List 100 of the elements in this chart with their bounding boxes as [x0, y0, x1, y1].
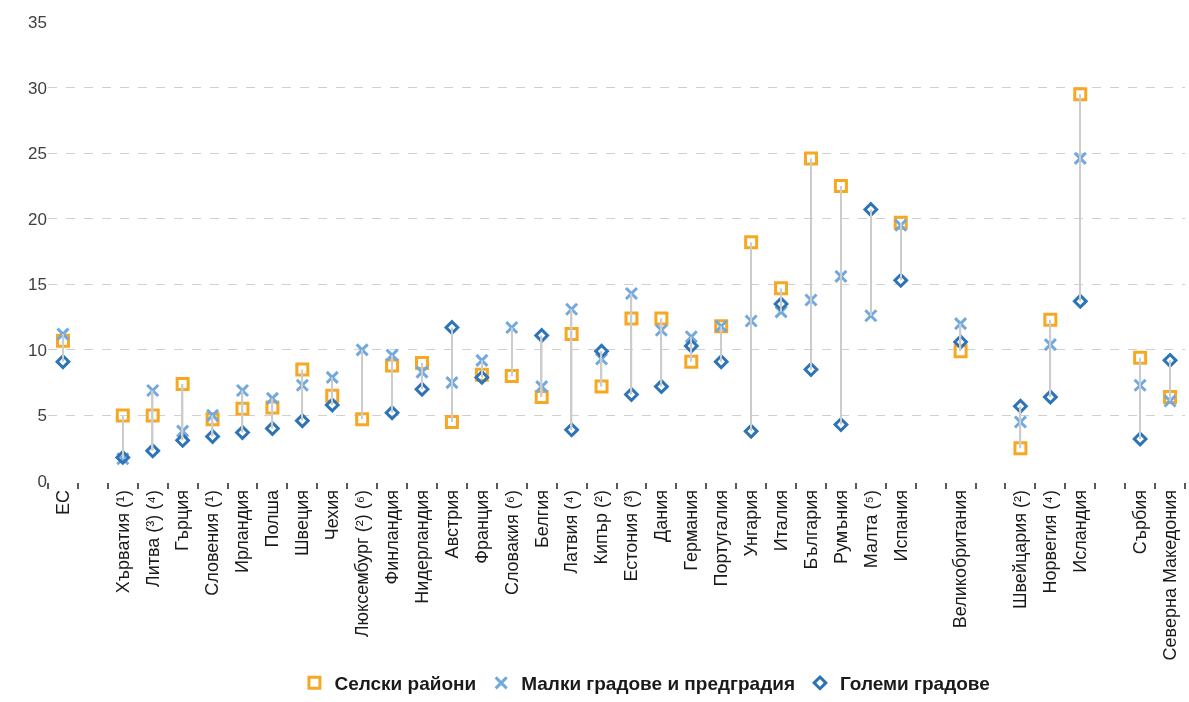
point: [55, 327, 70, 342]
x-tick-label: Норвегия (⁴): [1040, 489, 1061, 594]
x-tick-label: Северна Македония: [1159, 489, 1180, 661]
legend-label: Големи градове: [839, 673, 990, 695]
bar: [421, 362, 423, 390]
x-tick-label: Швеция: [292, 489, 313, 556]
x-tick-label: Кипър (²): [591, 489, 612, 565]
x-tick-label: ЕС: [52, 489, 73, 515]
y-tick-label: 0: [37, 471, 47, 491]
point: [594, 379, 609, 394]
point: [893, 273, 909, 288]
x-tick-label: Швейцария (²): [1010, 489, 1031, 609]
point: [594, 343, 609, 359]
point: [833, 178, 848, 193]
x-tick-label: Сърбия: [1129, 489, 1150, 555]
point: [684, 329, 699, 344]
x-tick-label: Италия: [770, 489, 791, 552]
point: [654, 311, 669, 326]
point: [414, 381, 430, 397]
bar: [900, 222, 902, 281]
bar: [870, 209, 872, 316]
y-tick-label: 35: [28, 12, 47, 32]
point: [504, 369, 519, 384]
x-tick-label: Португалия: [711, 489, 732, 587]
y-tick-label: 10: [28, 340, 47, 360]
point: [1163, 394, 1178, 408]
point: [624, 311, 639, 326]
point: [774, 281, 789, 296]
bar: [1139, 357, 1141, 440]
bar: [481, 360, 483, 378]
point: [953, 316, 968, 331]
point: [1013, 441, 1028, 456]
x-tick-label: Белгия: [531, 489, 552, 549]
point: [295, 362, 310, 377]
point: [803, 362, 819, 377]
point: [684, 354, 699, 369]
bar: [301, 369, 304, 421]
x-tick-label: Румъния: [830, 489, 851, 565]
x-tick-label: Естония (³): [621, 489, 642, 582]
point: [1162, 353, 1178, 368]
point: [863, 202, 879, 217]
x-tick-label: Латвия (⁴): [561, 489, 582, 574]
bar: [511, 327, 513, 377]
point: [1072, 293, 1088, 309]
point: [504, 320, 519, 335]
point: [803, 151, 818, 166]
point: [235, 401, 250, 416]
point: [1043, 312, 1058, 327]
y-tick-label: 15: [28, 275, 47, 295]
point: [743, 423, 759, 439]
x-tick-label: Малта (⁵): [860, 489, 881, 569]
x-tick-label: Великобритания: [950, 489, 971, 629]
x-tick-label: Исландия: [1070, 489, 1091, 573]
x-tick-label: Финландия: [381, 489, 402, 585]
point: [235, 383, 250, 398]
legend-label: Малки градове и предградия: [521, 673, 795, 695]
point: [175, 376, 190, 391]
point: [205, 429, 220, 444]
point: [294, 413, 310, 429]
point: [534, 328, 550, 343]
point: [55, 354, 71, 370]
y-tick-label: 5: [37, 406, 47, 426]
point: [744, 235, 759, 250]
point: [355, 412, 370, 427]
y-tick-label: 30: [28, 78, 47, 98]
point: [265, 421, 280, 436]
point: [355, 342, 370, 357]
bar: [331, 377, 333, 405]
x-tick-label: Австрия: [441, 489, 462, 559]
point: [833, 417, 849, 432]
x-tick-label: Франция: [471, 489, 492, 564]
x-tick-label: Литва (³) (⁴): [142, 489, 163, 588]
x-tick-label: България: [800, 489, 821, 570]
point: [773, 296, 789, 312]
x-tick-label: Словакия (⁶): [501, 489, 522, 596]
bar: [1169, 360, 1171, 401]
point: [1043, 389, 1058, 405]
bar: [1049, 319, 1052, 398]
point: [713, 354, 729, 370]
x-tick-label: Словения (¹): [202, 489, 223, 596]
point: [654, 379, 669, 394]
point: [145, 443, 161, 459]
bar: [690, 336, 693, 362]
point: [564, 422, 579, 438]
bar: [391, 355, 393, 413]
point: [1133, 350, 1148, 365]
point: [145, 383, 160, 398]
y-tick-label: 25: [28, 144, 47, 164]
x-tick-label: Люксембург (²) (⁶): [352, 489, 373, 638]
bar: [62, 334, 64, 362]
point: [1073, 87, 1088, 102]
x-tick-label: Чехия: [322, 489, 343, 541]
x-tick-label: Германия: [681, 489, 702, 571]
x-tick-label: Дания: [651, 489, 672, 542]
x-tick-label: Нидерландия: [411, 489, 432, 604]
point: [324, 397, 340, 413]
point: [444, 414, 459, 429]
point: [175, 433, 190, 448]
point: [205, 408, 220, 423]
point: [624, 387, 639, 402]
